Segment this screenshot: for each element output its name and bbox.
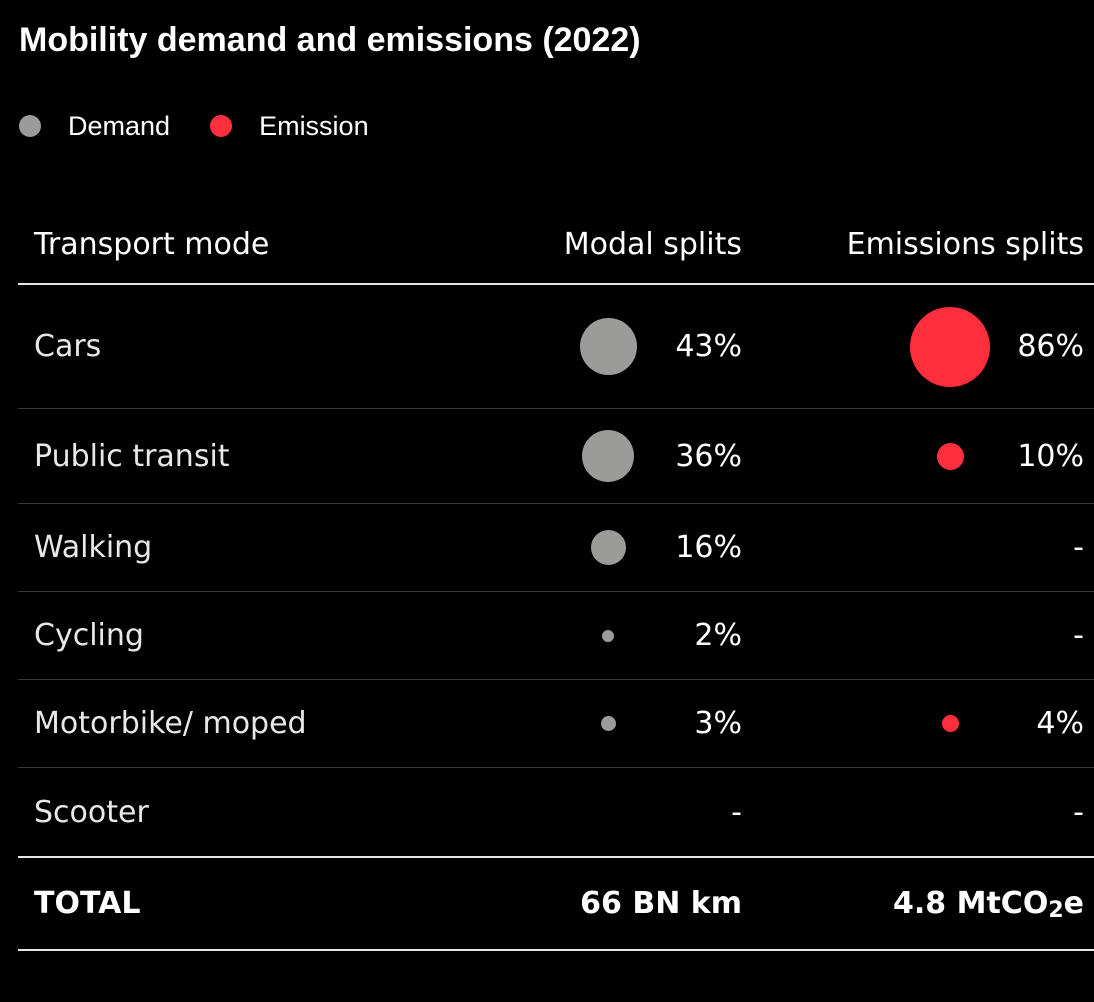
- total-emission-value: 4.8 MtCO 2 e: [893, 858, 1084, 949]
- emission-split-dot: [910, 306, 990, 387]
- row-mode-label: Cycling: [34, 618, 144, 653]
- row-mode-label: Cars: [34, 329, 102, 364]
- legend-item-emission: Emission: [210, 111, 369, 142]
- table-body: Cars 43% 86% Public transit 36% 10% Walking 16%…: [18, 285, 1094, 858]
- modal-split-value: 36%: [675, 438, 742, 474]
- table-row: Walking 16% -: [18, 504, 1094, 592]
- table-row: Cycling 2% -: [18, 592, 1094, 680]
- splits-table: Transport mode Modal splits Emissions sp…: [18, 205, 1094, 951]
- legend-dot-emission: [210, 115, 233, 137]
- row-mode-label: Scooter: [34, 794, 149, 830]
- modal-split-value: 43%: [675, 329, 742, 364]
- modal-split-dot: [579, 318, 637, 375]
- row-mode-label: Public transit: [34, 438, 230, 474]
- modal-split-dot: [602, 629, 614, 642]
- chart-title: Mobility demand and emissions (2022): [19, 21, 641, 59]
- table-row: Public transit 36% 10%: [18, 409, 1094, 504]
- table-row: Cars 43% 86%: [18, 285, 1094, 409]
- total-emission-subscript: 2: [1048, 898, 1064, 923]
- row-mode-label: Walking: [34, 530, 153, 565]
- legend-item-demand: Demand: [19, 111, 170, 142]
- modal-split-value: 2%: [694, 618, 742, 653]
- emission-split-dot: [936, 442, 964, 470]
- emission-split-value: -: [1073, 794, 1084, 830]
- total-emission-prefix: 4.8 MtCO: [893, 886, 1049, 921]
- modal-split-value: -: [731, 794, 742, 830]
- total-row: TOTAL 66 BN km 4.8 MtCO 2 e: [18, 858, 1094, 951]
- legend-label-demand: Demand: [68, 110, 171, 141]
- emission-split-value: -: [1073, 618, 1084, 653]
- emission-split-value: 4%: [1036, 706, 1084, 741]
- legend: Demand Emission: [19, 108, 369, 144]
- header-emissions-splits: Emissions splits: [846, 226, 1084, 262]
- table-row: Scooter - -: [18, 768, 1094, 858]
- legend-label-emission: Emission: [259, 110, 369, 141]
- emission-split-dot: [941, 715, 959, 732]
- modal-split-value: 3%: [694, 706, 742, 741]
- modal-split-value: 16%: [675, 530, 742, 565]
- row-mode-label: Motorbike/ moped: [34, 706, 307, 741]
- table-row: Motorbike/ moped 3% 4%: [18, 680, 1094, 768]
- total-label: TOTAL: [34, 886, 141, 921]
- legend-dot-demand: [19, 115, 41, 137]
- total-emission-suffix: e: [1063, 886, 1084, 921]
- emission-split-value: 86%: [1017, 329, 1084, 364]
- modal-split-dot: [600, 716, 616, 731]
- emission-split-value: 10%: [1017, 438, 1084, 474]
- table-header-row: Transport mode Modal splits Emissions sp…: [18, 205, 1094, 285]
- header-transport-mode: Transport mode: [34, 226, 270, 262]
- modal-split-dot: [582, 430, 634, 482]
- header-modal-splits: Modal splits: [563, 226, 742, 262]
- emission-split-value: -: [1073, 530, 1084, 565]
- modal-split-dot: [590, 530, 626, 565]
- total-modal-value: 66 BN km: [580, 886, 742, 921]
